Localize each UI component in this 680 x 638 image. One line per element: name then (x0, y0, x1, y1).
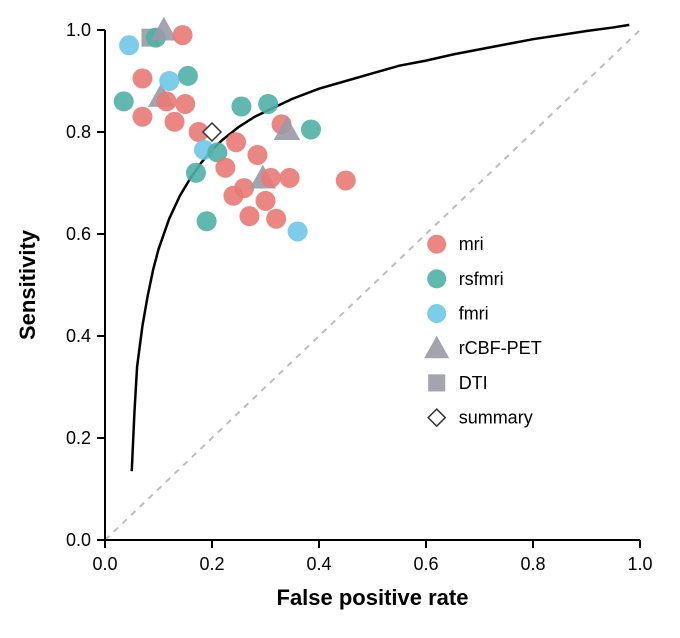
roc-chart: 0.0 0.2 0.4 0.6 0.8 1.0 0.0 0.2 0.4 0.6 0.8 1.0 Fals… (0, 0, 680, 638)
legend-label: summary (459, 408, 533, 428)
x-tick-label: 0.8 (520, 554, 545, 574)
y-tick-label: 1.0 (66, 20, 91, 40)
legend-label: DTI (459, 373, 488, 393)
y-tick-label: 0.0 (66, 530, 91, 550)
x-axis-title: False positive rate (277, 585, 469, 610)
y-tick-label: 0.4 (66, 326, 91, 346)
legend-label: rsfmri (459, 269, 504, 289)
legend-label: rCBF-PET (459, 338, 542, 358)
x-tick-label: 0.2 (199, 554, 224, 574)
chart-svg: 0.0 0.2 0.4 0.6 0.8 1.0 0.0 0.2 0.4 0.6 0.8 1.0 Fals… (0, 0, 680, 638)
y-tick-label: 0.8 (66, 122, 91, 142)
legend-label: mri (459, 234, 484, 254)
x-tick-label: 0.4 (306, 554, 331, 574)
y-tick-label: 0.6 (66, 224, 91, 244)
x-tick-label: 1.0 (627, 554, 652, 574)
legend-label: fmri (459, 304, 489, 324)
x-tick-label: 0.0 (92, 554, 117, 574)
y-axis-title: Sensitivity (15, 229, 40, 340)
x-tick-label: 0.6 (413, 554, 438, 574)
y-tick-label: 0.2 (66, 428, 91, 448)
